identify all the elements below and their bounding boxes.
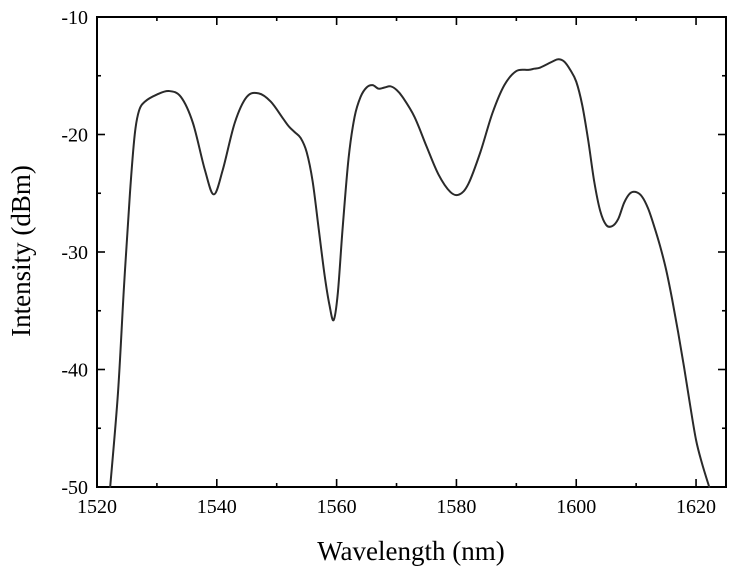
intensity-spectrum-line: [110, 59, 709, 487]
series-layer: [110, 59, 709, 487]
y-tick-label: -40: [61, 360, 88, 382]
y-axis-title: Intensity (dBm): [6, 165, 36, 337]
plot-area: [97, 17, 726, 487]
x-tick-label: 1560: [317, 496, 357, 518]
line-chart: 1520 1540 1560 1580 1600 1620 -50 -40 -30 -20 -10…: [0, 0, 735, 577]
x-tick-label: 1600: [556, 496, 596, 518]
x-axis-title: Wavelength (nm): [317, 536, 505, 566]
y-tick-label: -10: [61, 7, 88, 29]
plot-frame: [97, 17, 726, 487]
x-tick-label: 1620: [676, 496, 716, 518]
y-tick-label: -50: [61, 477, 88, 499]
y-axis: -50 -40 -30 -20 -10: [61, 7, 726, 499]
x-tick-label: 1520: [77, 496, 117, 518]
x-tick-label: 1580: [436, 496, 476, 518]
y-tick-label: -30: [61, 242, 88, 264]
y-tick-label: -20: [61, 125, 88, 147]
x-tick-label: 1540: [197, 496, 237, 518]
